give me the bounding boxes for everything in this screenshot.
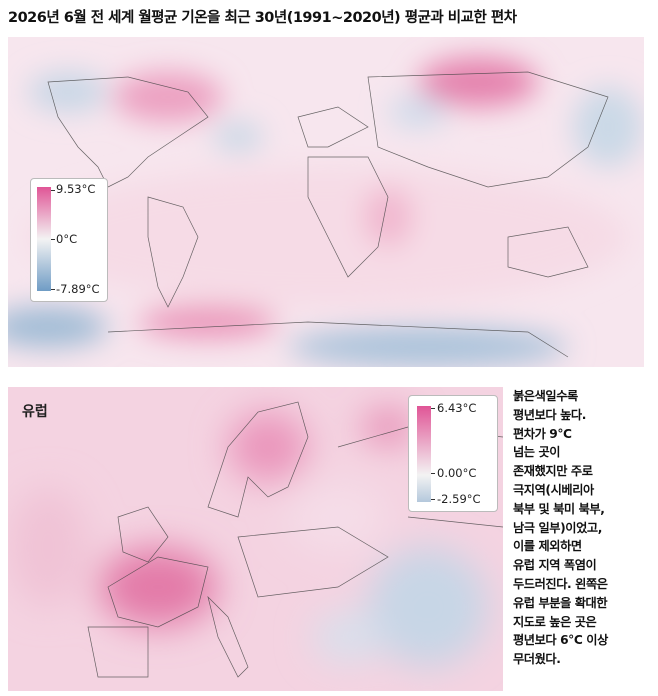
caption-line: 넘는 곳이: [513, 445, 561, 460]
caption-line: 평년보다 6°C 이상: [513, 633, 608, 648]
europe-legend: 6.43°C 0.00°C -2.59°C: [408, 395, 498, 512]
caption-line: 극지역(시베리아: [513, 482, 594, 497]
region-label: 유럽: [22, 404, 48, 420]
title: 2026년 6월 전 세계 월평균 기온을 최근 30년(1991~2020년)…: [8, 10, 517, 26]
legend-min-label: -7.89°C: [56, 282, 100, 296]
world-map-image: [8, 37, 644, 367]
world-map: 9.53°C 0°C -7.89°C: [8, 37, 644, 367]
legend-color-bar: [37, 187, 51, 291]
world-legend: 9.53°C 0°C -7.89°C: [30, 178, 108, 302]
caption-line: 이를 제외하면: [513, 539, 582, 554]
caption-line: 평년보다 높다.: [513, 407, 586, 422]
caption-line: 붉은색일수록: [513, 389, 578, 403]
legend-color-bar: [417, 406, 431, 502]
caption-line: 지도로 높은 곳은: [513, 614, 597, 629]
caption-line: 북부 및 북미 북부,: [513, 501, 605, 516]
caption-line: 남극 일부)이었고,: [513, 520, 602, 535]
legend-max-label: 9.53°C: [56, 182, 96, 196]
caption-line: 편차가 9°C: [513, 426, 572, 441]
legend-min-label: -2.59°C: [437, 492, 481, 506]
caption-line: 두드러진다. 왼쪽은: [513, 576, 608, 591]
caption-line: 유럽 부분을 확대한: [513, 595, 608, 610]
legend-mid-label: 0°C: [56, 232, 78, 246]
legend-mid-label: 0.00°C: [437, 466, 477, 480]
europe-map: 유럽 6.43°C 0.00°C -2.59°C: [8, 387, 503, 691]
caption-line: 유럽 지역 폭염이: [513, 558, 597, 573]
caption-line: 존재했지만 주로: [513, 464, 593, 479]
caption-line: 무더웠다.: [513, 652, 561, 667]
legend-max-label: 6.43°C: [437, 401, 477, 415]
